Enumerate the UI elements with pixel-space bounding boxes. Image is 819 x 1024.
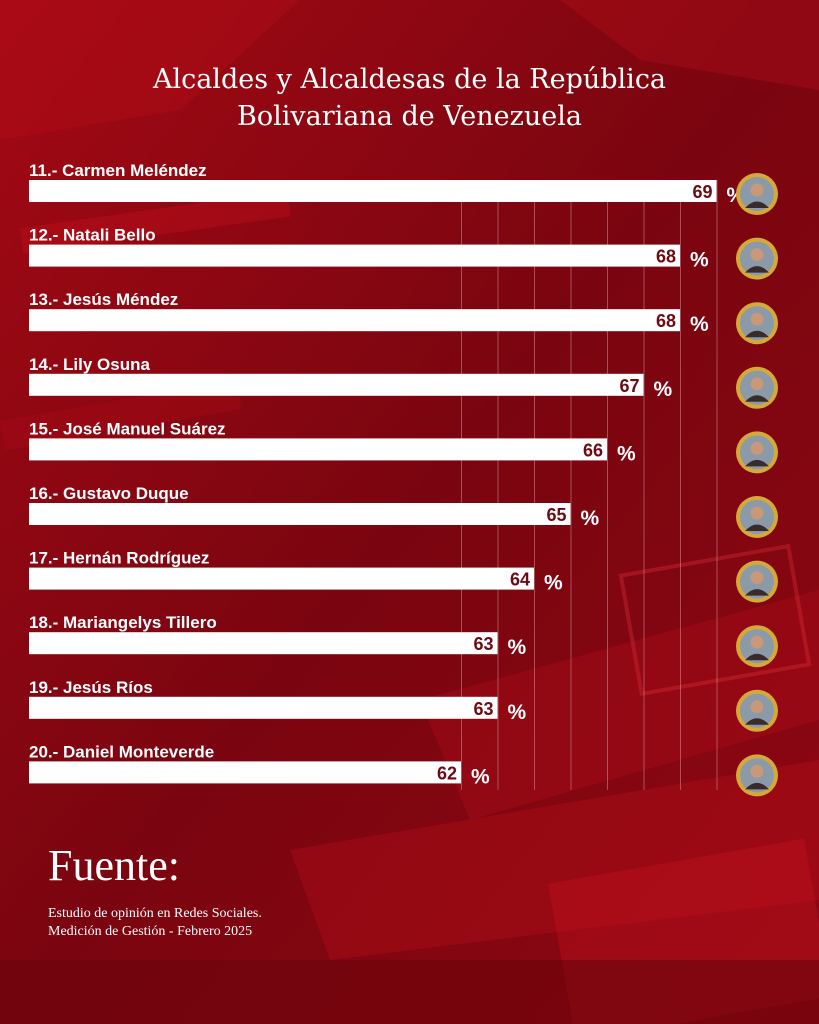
- data-label: 68: [656, 311, 676, 331]
- bar: [29, 567, 534, 590]
- category-label: 20.- Daniel Monteverde: [29, 742, 214, 761]
- avatar-body-icon: [745, 395, 769, 402]
- data-label: 69: [692, 182, 712, 202]
- bar: [29, 696, 498, 719]
- bar: [29, 309, 680, 332]
- avatar-head-icon: [750, 571, 764, 585]
- avatar-head-icon: [750, 312, 764, 326]
- avatar-body-icon: [745, 653, 769, 661]
- percent-sign: %: [544, 572, 563, 595]
- source-line-1: Estudio de opinión en Redes Sociales.: [48, 906, 262, 921]
- bar: [29, 373, 644, 396]
- avatar-head-icon: [750, 635, 764, 649]
- bar: [29, 503, 571, 525]
- avatar-head-icon: [750, 248, 764, 262]
- category-label: 14.- Lily Osuna: [29, 355, 150, 374]
- category-label: 11.- Carmen Meléndez: [29, 161, 207, 180]
- bar: [29, 180, 717, 202]
- avatar-body-icon: [745, 524, 769, 531]
- bar: [29, 632, 498, 655]
- category-label: 19.- Jesús Ríos: [29, 678, 153, 697]
- category-label: 15.- José Manuel Suárez: [29, 419, 226, 438]
- avatar-head-icon: [750, 183, 764, 197]
- data-label: 62: [437, 763, 457, 783]
- percent-sign: %: [654, 378, 673, 401]
- data-label: 67: [619, 376, 639, 396]
- avatar-body-icon: [745, 589, 769, 596]
- percent-sign: %: [471, 765, 490, 788]
- data-label: 64: [510, 570, 530, 590]
- percent-sign: %: [508, 701, 527, 724]
- avatar-body-icon: [745, 330, 769, 338]
- data-label: 63: [473, 699, 493, 719]
- category-label: 13.- Jesús Méndez: [29, 290, 178, 309]
- bar: [29, 244, 680, 267]
- data-label: 68: [656, 247, 676, 267]
- avatar-body-icon: [745, 266, 769, 273]
- avatar-head-icon: [750, 377, 764, 391]
- avatar-head-icon: [750, 506, 764, 520]
- percent-sign: %: [690, 313, 709, 336]
- data-label: 65: [546, 505, 566, 525]
- percent-sign: %: [508, 636, 527, 659]
- category-label: 16.- Gustavo Duque: [29, 484, 189, 503]
- category-label: 12.- Natali Bello: [29, 226, 156, 245]
- avatar-head-icon: [750, 441, 764, 455]
- avatar-head-icon: [750, 700, 764, 714]
- category-label: 18.- Mariangelys Tillero: [29, 613, 217, 632]
- bar: [29, 438, 607, 461]
- source-title: Fuente:: [48, 841, 180, 890]
- avatar-head-icon: [750, 764, 764, 778]
- percent-sign: %: [581, 507, 600, 530]
- source-line-2: Medición de Gestión - Febrero 2025: [48, 924, 253, 939]
- data-label: 66: [583, 440, 603, 460]
- data-label: 63: [473, 634, 493, 654]
- avatar-body-icon: [745, 718, 769, 725]
- category-label: 17.- Hernán Rodríguez: [29, 549, 209, 568]
- chart-title-line-2: Bolivariana de Venezuela: [237, 101, 582, 132]
- avatar-body-icon: [745, 459, 769, 467]
- avatar-body-icon: [745, 201, 769, 208]
- bar: [29, 761, 461, 784]
- percent-sign: %: [617, 442, 636, 465]
- chart-title-line-1: Alcaldes y Alcaldesas de la República: [152, 64, 667, 95]
- percent-sign: %: [690, 249, 709, 272]
- avatar-body-icon: [745, 782, 769, 790]
